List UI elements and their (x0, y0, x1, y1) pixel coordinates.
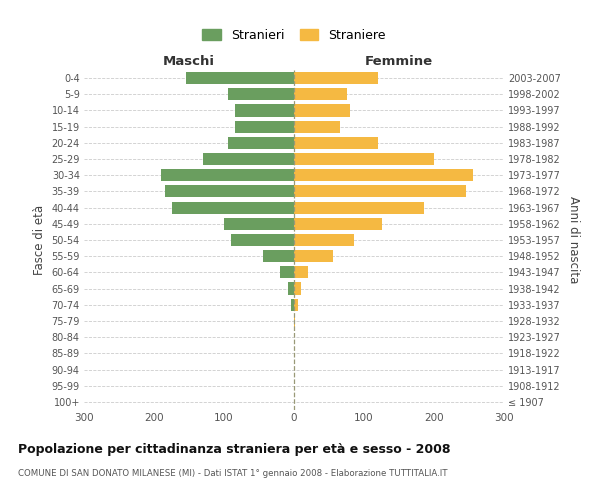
Bar (294, 218, 382, 230)
Bar (203, 153, 294, 165)
Bar (290, 298, 294, 311)
Bar (227, 88, 294, 101)
Bar (172, 202, 294, 213)
Bar (294, 153, 434, 165)
Text: Maschi: Maschi (163, 54, 215, 68)
Bar (227, 137, 294, 149)
Bar (294, 120, 340, 132)
Bar (294, 169, 473, 181)
Bar (294, 137, 378, 149)
Text: COMUNE DI SAN DONATO MILANESE (MI) - Dati ISTAT 1° gennaio 2008 - Elaborazione T: COMUNE DI SAN DONATO MILANESE (MI) - Dat… (18, 468, 448, 477)
Bar (231, 234, 294, 246)
Bar (294, 282, 301, 294)
Legend: Stranieri, Straniere: Stranieri, Straniere (202, 28, 386, 42)
Bar (235, 104, 294, 117)
Bar (294, 298, 298, 311)
Bar (161, 169, 294, 181)
Text: Popolazione per cittadinanza straniera per età e sesso - 2008: Popolazione per cittadinanza straniera p… (18, 442, 451, 456)
Bar (294, 88, 347, 101)
Bar (224, 218, 294, 230)
Bar (294, 234, 353, 246)
Bar (294, 186, 466, 198)
Bar (185, 72, 294, 84)
Bar (235, 120, 294, 132)
Bar (280, 266, 294, 278)
Text: Femmine: Femmine (365, 54, 433, 68)
Bar (294, 72, 378, 84)
Bar (294, 266, 308, 278)
Bar (294, 315, 295, 327)
Bar (294, 250, 332, 262)
Bar (263, 250, 294, 262)
Bar (164, 186, 294, 198)
Bar (294, 104, 350, 117)
Y-axis label: Anni di nascita: Anni di nascita (566, 196, 580, 284)
Y-axis label: Fasce di età: Fasce di età (33, 205, 46, 275)
Bar (289, 282, 294, 294)
Bar (294, 202, 424, 213)
